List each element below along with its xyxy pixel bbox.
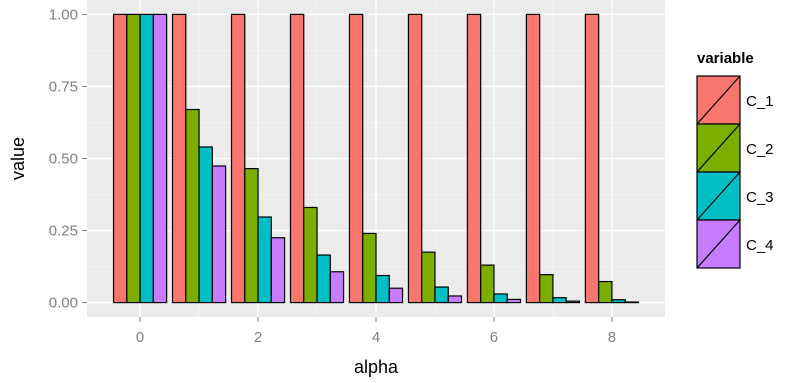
- legend-key-slash: [696, 123, 741, 173]
- y-tick-label: 1.00: [49, 6, 78, 23]
- legend-title: variable: [697, 50, 754, 67]
- bar-c3-x4: [375, 274, 390, 304]
- bar-c3-x3: [316, 254, 331, 304]
- x-tick-label: 0: [136, 329, 144, 346]
- bar-c3-x5: [434, 286, 449, 304]
- bar-c4-x7: [565, 300, 581, 304]
- x-axis-title: alpha: [354, 357, 399, 377]
- y-tick-label: 0.00: [49, 295, 78, 312]
- bar-c1-x5: [407, 13, 423, 304]
- legend-label-c1: C_1: [746, 93, 774, 110]
- x-tick-label: 2: [254, 329, 262, 346]
- x-tick-label: 8: [608, 329, 616, 346]
- bar-c2-x0: [126, 13, 141, 304]
- bar-c3-x1: [198, 146, 213, 304]
- bar-c1-x3: [289, 13, 305, 304]
- legend-label-c2: C_2: [746, 141, 774, 158]
- bars: [112, 13, 640, 304]
- bar-c1-x8: [584, 13, 600, 304]
- y-axis-title: value: [8, 137, 28, 180]
- bar-c4-x1: [211, 165, 227, 304]
- bar-c2-x8: [598, 280, 613, 304]
- bar-c1-x6: [466, 13, 482, 304]
- bar-c2-x2: [244, 167, 259, 304]
- y-tick-label: 0.75: [49, 78, 78, 95]
- bar-c3-x8: [611, 299, 626, 304]
- bar-c2-x4: [362, 232, 377, 304]
- legend: variable C_1 C_2 C_3 C_4: [696, 50, 774, 269]
- y-tick-label: 0.50: [49, 151, 78, 168]
- bar-c1-x7: [525, 13, 541, 304]
- x-tick-label: 4: [372, 329, 380, 346]
- bar-c1-x0: [112, 13, 128, 304]
- bar-c2-x1: [185, 108, 200, 304]
- bar-c3-x0: [139, 13, 154, 304]
- bar-c2-x5: [421, 251, 436, 304]
- legend-key-slash: [696, 219, 741, 269]
- y-axis: 0.00 0.25 0.50 0.75 1.00: [49, 6, 87, 312]
- bar-c4-x6: [506, 298, 522, 304]
- y-tick-label: 0.25: [49, 223, 78, 240]
- bar-c1-x4: [348, 13, 364, 304]
- bar-c2-x3: [303, 206, 318, 304]
- bar-c1-x2: [230, 13, 246, 304]
- legend-label-c4: C_4: [746, 237, 774, 254]
- bar-c2-x6: [480, 264, 495, 304]
- bar-c3-x2: [257, 216, 272, 304]
- x-axis: 0 2 4 6 8: [136, 317, 616, 346]
- bar-c4-x2: [270, 237, 286, 304]
- x-tick-label: 6: [490, 329, 498, 346]
- bar-c4-x5: [447, 295, 463, 304]
- bar-c1-x1: [171, 13, 187, 304]
- bar-c3-x7: [552, 297, 567, 304]
- legend-label-c3: C_3: [746, 189, 774, 206]
- bar-c4-x3: [329, 271, 345, 304]
- legend-key-slash: [696, 75, 741, 125]
- bar-c3-x6: [493, 293, 508, 304]
- legend-key-slash: [696, 171, 741, 221]
- bar-c4-x0: [152, 13, 168, 304]
- bar-c4-x8: [624, 301, 640, 304]
- bar-c4-x4: [388, 287, 404, 304]
- bar-c2-x7: [539, 274, 554, 304]
